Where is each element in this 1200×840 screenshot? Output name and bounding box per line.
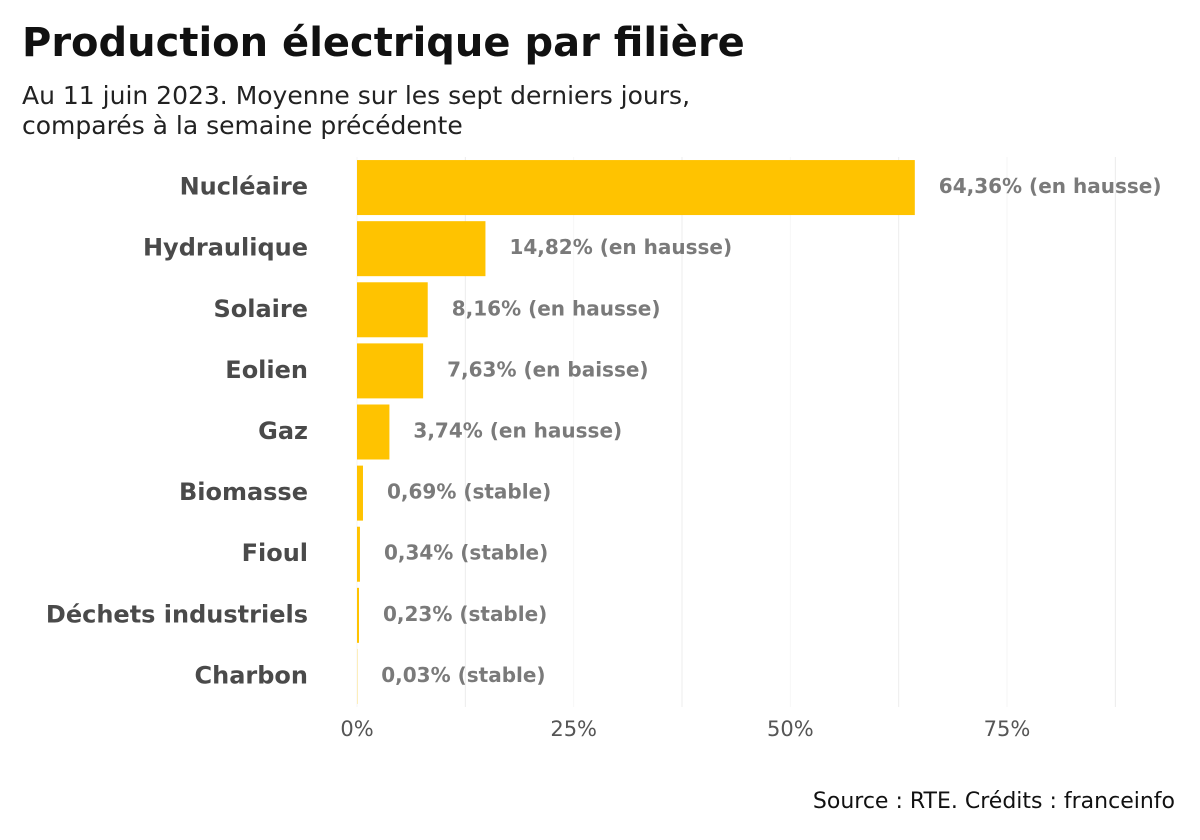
bar: [357, 343, 424, 399]
value-label: 64,36% (en hausse): [939, 174, 1162, 198]
value-label: 8,16% (en hausse): [452, 296, 661, 320]
bar: [357, 160, 915, 216]
source: Source : RTE. Crédits : franceinfo: [813, 789, 1175, 814]
bar: [357, 465, 363, 521]
category-label: Eolien: [225, 356, 308, 384]
category-label: Solaire: [213, 295, 308, 323]
category-label: Biomasse: [179, 478, 308, 506]
value-label: 0,34% (stable): [384, 541, 548, 565]
value-label: 14,82% (en hausse): [509, 235, 732, 259]
x-tick-label: 75%: [984, 717, 1031, 741]
value-label: 0,69% (stable): [387, 480, 551, 504]
bar: [357, 221, 486, 277]
category-label: Hydraulique: [143, 234, 308, 262]
bar: [357, 404, 390, 460]
category-label: Charbon: [195, 661, 308, 689]
value-label: 0,03% (stable): [381, 663, 545, 687]
x-tick-label: 0%: [340, 717, 373, 741]
bar: [357, 587, 359, 643]
bar: [357, 282, 428, 338]
x-tick-label: 25%: [550, 717, 597, 741]
category-label: Fioul: [242, 539, 308, 567]
category-label: Nucléaire: [180, 173, 308, 201]
value-label: 7,63% (en baisse): [447, 357, 648, 381]
chart-title: Production électrique par filière: [22, 20, 745, 66]
chart-subtitle: Au 11 juin 2023. Moyenne sur les sept de…: [22, 81, 690, 110]
value-label: 0,23% (stable): [383, 602, 547, 626]
chart-subtitle: comparés à la semaine précédente: [22, 111, 463, 140]
value-label: 3,74% (en hausse): [413, 419, 622, 443]
category-label: Gaz: [258, 417, 308, 445]
x-tick-label: 50%: [767, 717, 814, 741]
bar: [357, 526, 360, 582]
category-label: Déchets industriels: [46, 600, 308, 628]
